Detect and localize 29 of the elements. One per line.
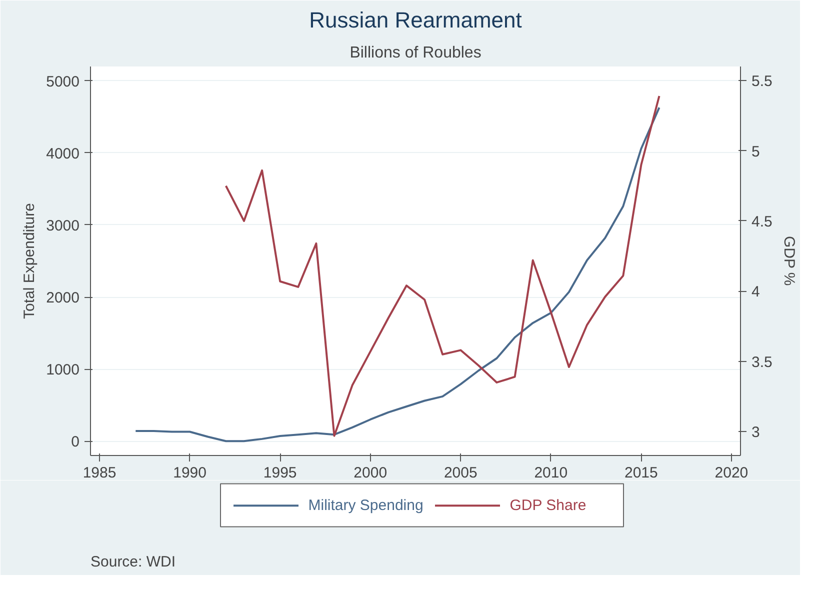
y-tick-label: 4000	[46, 145, 80, 162]
y2-tick-label: 4.5	[752, 213, 772, 230]
source-note: Source: WDI	[90, 554, 176, 570]
y2-tick-label: 3	[752, 424, 760, 442]
chart-subtitle: Billions of Roubles	[350, 44, 482, 62]
y2-tick-label: 5	[752, 143, 760, 160]
y-axis-title: Total Expenditure	[21, 203, 38, 319]
y-tick-label: 3000	[46, 217, 80, 234]
chart-title: Russian Rearmament	[309, 8, 522, 32]
y2-axis-title: GDP %	[780, 236, 798, 286]
x-tick-label: 1985	[82, 464, 116, 482]
x-tick-label: 1990	[173, 464, 206, 482]
x-tick-label: 2005	[444, 464, 478, 482]
line-series	[134, 106, 660, 442]
y-tick-label: 2000	[46, 290, 80, 307]
y-tick-label: 5000	[46, 73, 80, 90]
y2-tick-label: 4	[752, 284, 760, 301]
line-series	[224, 94, 660, 437]
legend-label: Military Spending	[308, 497, 424, 514]
y-tick-label: 1000	[46, 362, 80, 379]
y-tick-label: 0	[71, 434, 80, 451]
y2-tick-label: 3.5	[752, 354, 772, 371]
x-tick-label: 2020	[714, 464, 748, 482]
legend-label: GDP Share	[510, 497, 586, 514]
x-tick-label: 2000	[354, 464, 388, 482]
x-tick-label: 2015	[624, 464, 658, 482]
x-tick-label: 2010	[534, 464, 568, 482]
x-tick-label: 1995	[263, 464, 297, 482]
y2-tick-label: 5.5	[752, 73, 772, 90]
